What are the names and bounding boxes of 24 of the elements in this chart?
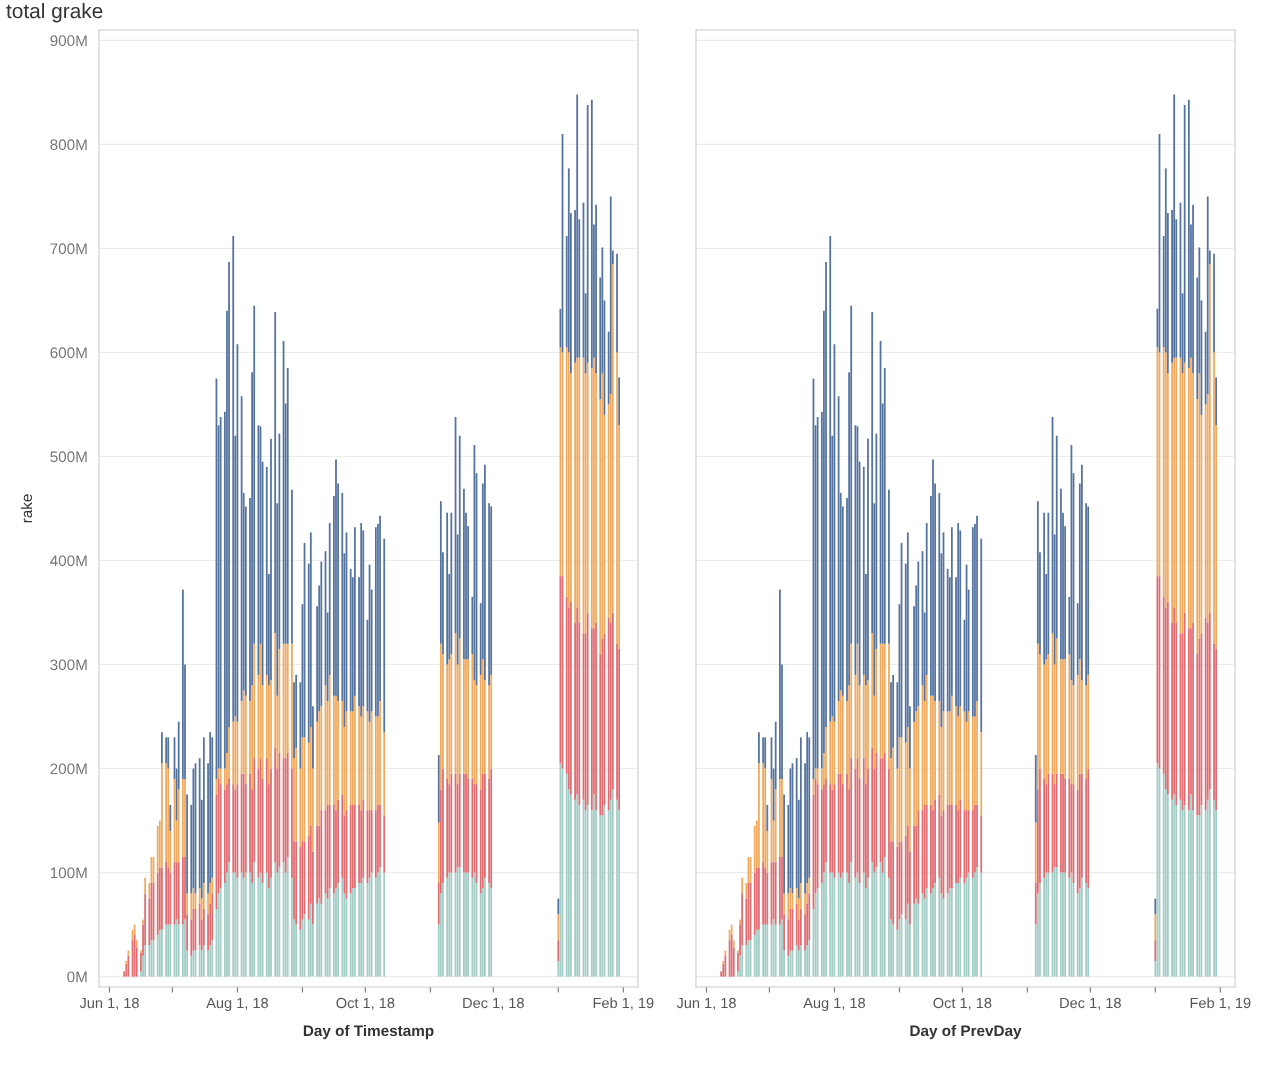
y-tick-label: 800M [50,139,87,151]
x-tick-label: Dec 1, 18 [463,997,524,1010]
y-tick-label: 400M [50,555,87,567]
x-axis-title: Day of PrevDay [910,1024,1022,1040]
y-tick-label: 500M [50,451,87,463]
x-tick-label: Oct 1, 18 [933,997,992,1010]
chart-title: total grake [6,3,103,23]
y-tick-label: 0M [67,971,87,983]
x-tick-label: Oct 1, 18 [336,997,395,1010]
y-axis-title: rake [20,494,33,523]
x-tick-label: Dec 1, 18 [1060,997,1121,1010]
y-tick-label: 100M [50,867,87,879]
y-tick-label: 300M [50,659,87,671]
y-tick-label: 600M [50,347,87,359]
x-tick-label: Jun 1, 18 [676,997,736,1010]
x-tick-label: Feb 1, 19 [1190,997,1251,1010]
x-axis-title: Day of Timestamp [303,1024,434,1040]
x-tick-label: Aug 1, 18 [803,997,866,1012]
x-tick-label: Jun 1, 18 [79,997,139,1010]
y-tick-label: 700M [50,243,87,255]
y-tick-label: 900M [50,35,87,47]
y-tick-label: 200M [50,763,87,775]
x-tick-label: Feb 1, 19 [593,997,654,1010]
x-tick-label: Aug 1, 18 [206,997,269,1012]
